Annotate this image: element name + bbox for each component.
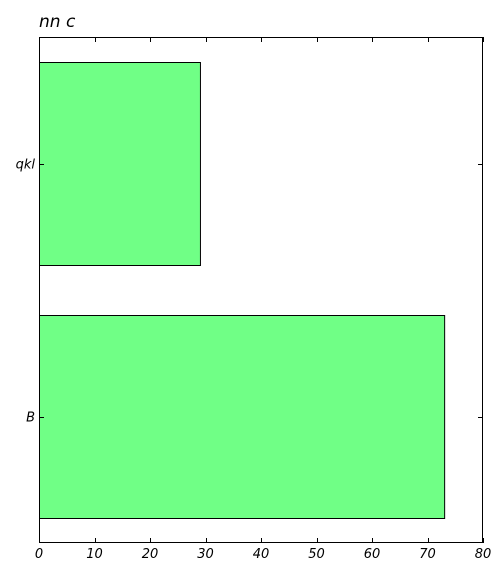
bar-b xyxy=(39,315,446,519)
x-tick-label: 0 xyxy=(35,547,43,562)
x-tick-label: 10 xyxy=(86,547,103,562)
bars-layer xyxy=(39,62,446,519)
x-tick-label: 30 xyxy=(197,547,214,562)
x-tick-label: 40 xyxy=(253,547,270,562)
x-tick-label: 20 xyxy=(142,547,159,562)
y-tick-label-b: B xyxy=(26,411,35,426)
y-tick-label-qkl: qkl xyxy=(16,158,36,173)
x-tick-label: 80 xyxy=(475,547,492,562)
x-tick-label: 60 xyxy=(364,547,381,562)
x-tick-label: 50 xyxy=(308,547,325,562)
chart-title: nn c xyxy=(39,12,76,32)
bar-qkl xyxy=(39,62,201,266)
x-tick-label: 70 xyxy=(419,547,436,562)
ticks-layer: 0 10 20 30 40 50 60 70 80 qkl B xyxy=(16,37,492,562)
